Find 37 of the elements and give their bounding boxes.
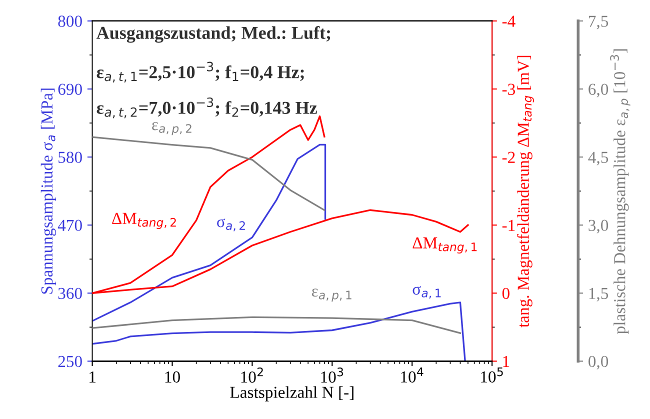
- y-tick-label: 580: [58, 152, 82, 163]
- x-tick-label: 10$^{4}$: [401, 368, 424, 383]
- series-label: ε$_{a,p,2}$: [152, 122, 192, 136]
- y-tick-label: 690: [58, 84, 82, 95]
- y2-tick-label: -4: [502, 16, 516, 27]
- y2-tick-label: 1: [503, 356, 510, 367]
- y3-tick-label: 1,5: [589, 288, 608, 302]
- y-tick-label: 250: [58, 356, 82, 368]
- x-tick-label: 10$^{2}$: [241, 368, 263, 383]
- y2-tick-label: 0: [502, 288, 510, 300]
- x-axis-title: Lastspielzahl N [-]: [230, 386, 354, 402]
- annotation: Ausgangszustand; Med.: Luft;: [96, 26, 330, 43]
- y3-tick-label: 7,5: [588, 16, 608, 30]
- series-label: σ$_{a,1}$: [412, 286, 441, 299]
- y-tick-label: 470: [58, 220, 82, 232]
- y2-tick-label: -2: [502, 152, 515, 163]
- y3-tick-label: 6,0: [588, 84, 608, 98]
- x-tick-label: 10$^{5}$: [481, 368, 503, 383]
- y2-tick-label: -3: [502, 84, 516, 95]
- y3-tick-label: 4,5: [588, 152, 608, 166]
- series-label: ΔM$_{tang,2}$: [112, 212, 176, 229]
- y-tick-label: 800: [58, 16, 82, 27]
- y-axis-title: Spannungsamplitude σ$_{a}$ [MPa]: [40, 88, 56, 294]
- annotation: ε$_{a,t,2}$=7,0·10$^{−3}$; f$_{2}$=0,143 Hz: [96, 98, 317, 118]
- series-label: σ$_{a,2}$: [217, 218, 245, 232]
- y3-axis-title: plastische Dehnungsamplitude ε$_{a,p}$ [10$^{−3}$]: [610, 49, 630, 334]
- y2-axis-title: tang. Magnetfeldänderung ΔM$_{tang}$ [mV]: [517, 56, 534, 328]
- x-tick-label: 10$^{3}$: [321, 368, 344, 383]
- y-tick-label: 360: [58, 288, 82, 300]
- x-tick-label: 1: [90, 371, 96, 382]
- y2-tick-label: -1: [502, 220, 515, 231]
- annotation: ε$_{a,t,1}$=2,5·10$^{−3}$; f$_{1}$=0,4 Hz;: [96, 62, 304, 82]
- series-label: ε$_{a,p,1}$: [312, 288, 352, 302]
- y3-tick-label: 0,0: [588, 356, 608, 370]
- y3-tick-label: 3,0: [588, 220, 608, 234]
- x-tick-label: 10: [165, 371, 180, 383]
- series-label: ΔM$_{tang,1}$: [412, 237, 477, 254]
